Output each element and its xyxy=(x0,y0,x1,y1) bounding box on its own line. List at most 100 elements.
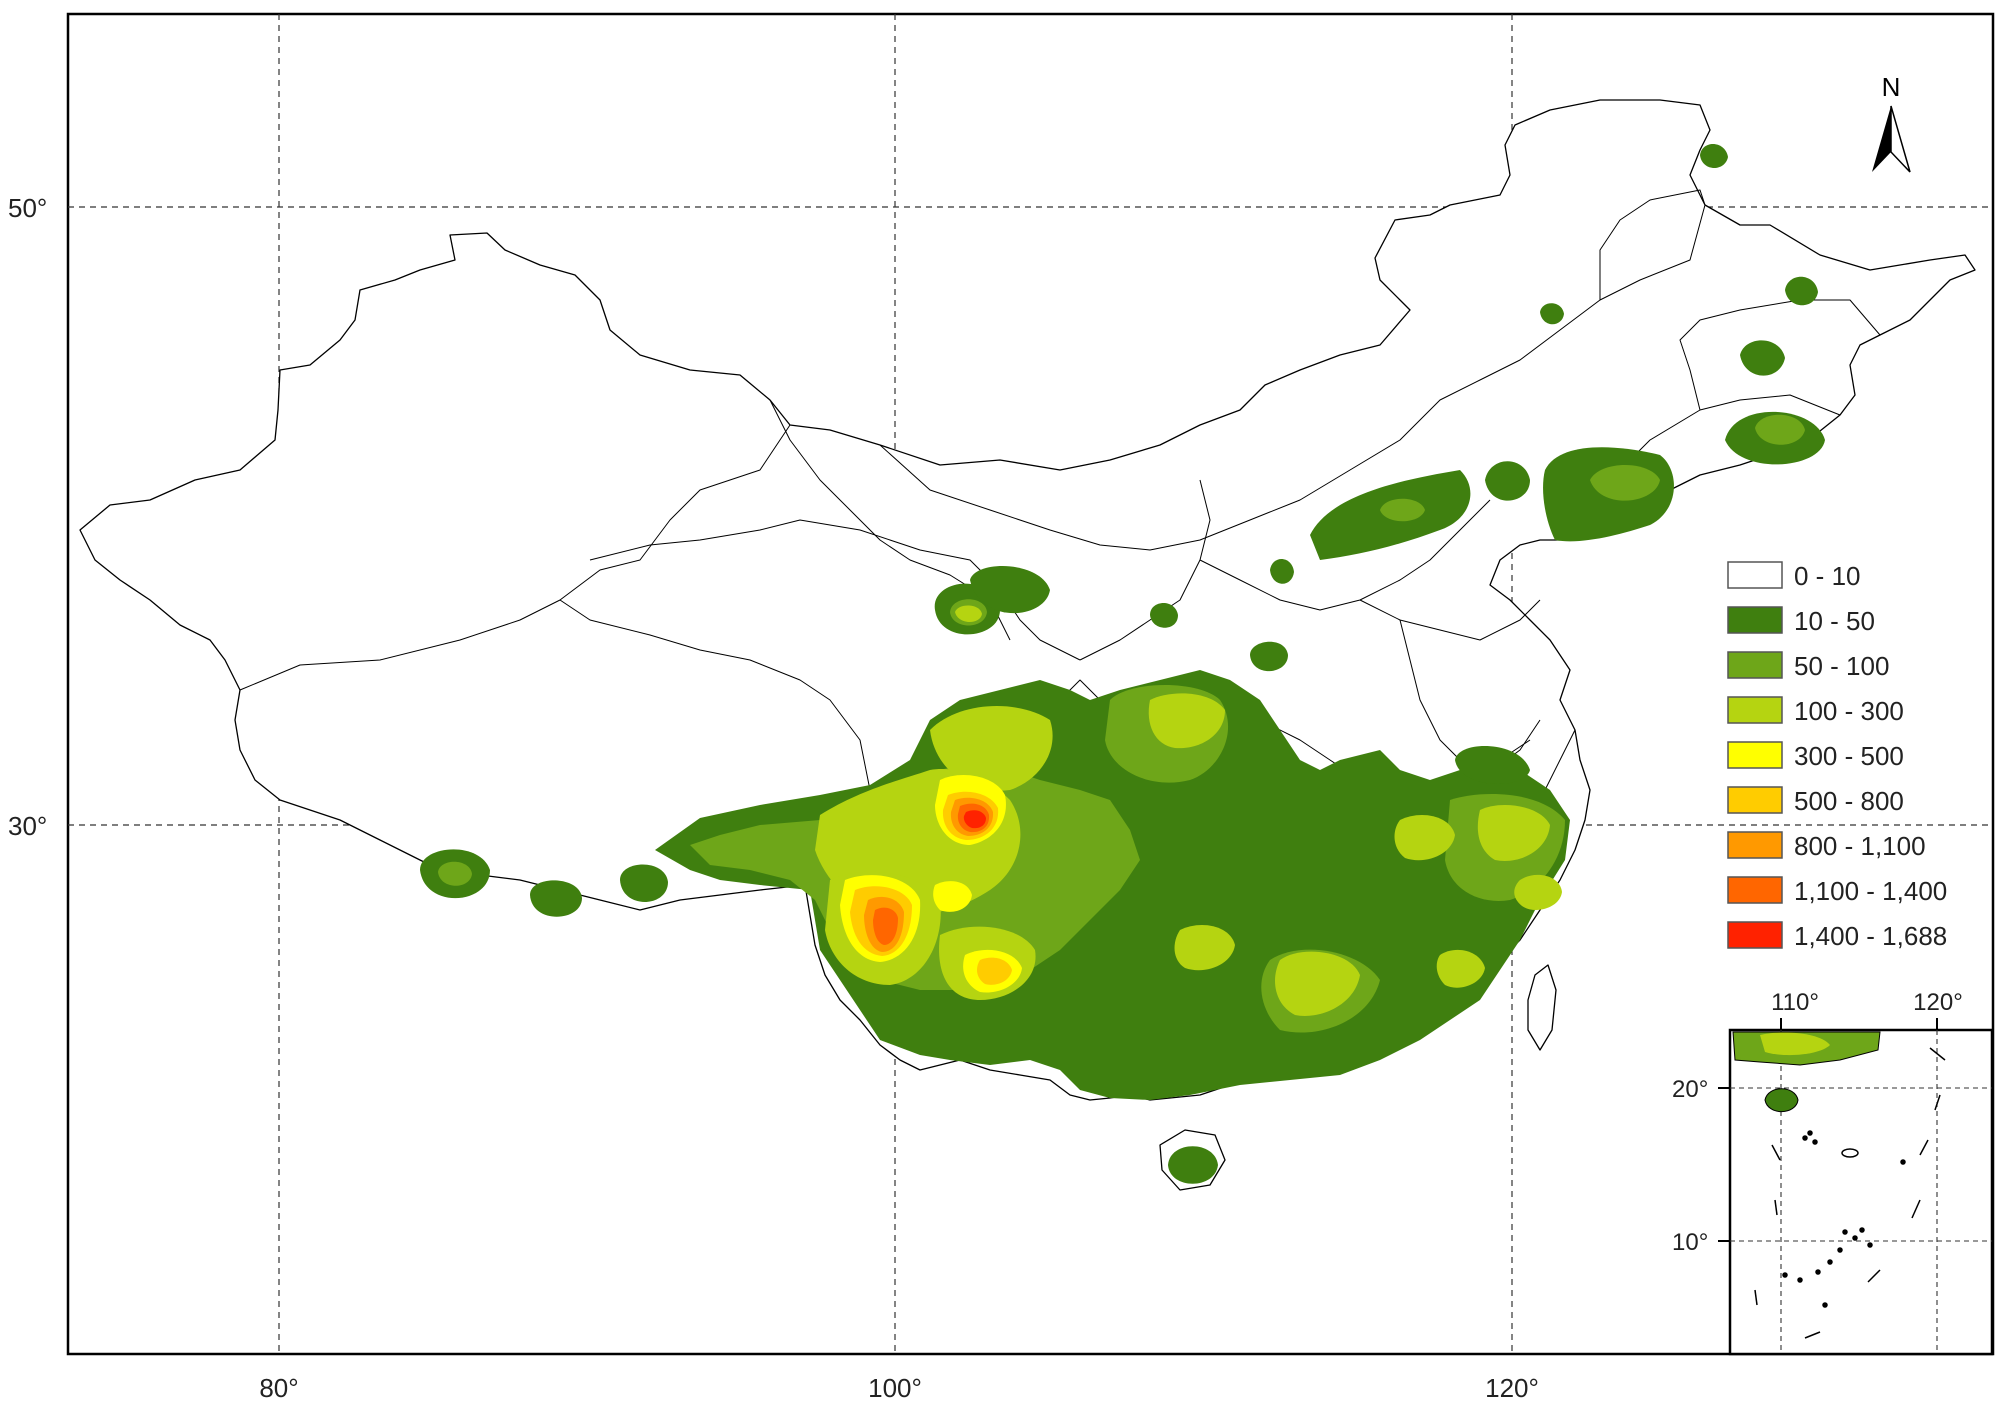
lat-label-50: 50° xyxy=(8,193,47,223)
inset-dot-14 xyxy=(1900,1159,1906,1165)
legend-label-1: 10 - 50 xyxy=(1794,606,1875,636)
density-hunan-100 xyxy=(1148,693,1225,749)
density-heilongjiang-spot-3 xyxy=(1700,143,1728,169)
inset-dash-8 xyxy=(1774,1199,1778,1216)
inset-frame xyxy=(1728,1028,1994,1356)
inset-dot-1 xyxy=(1802,1135,1808,1141)
inset-paracel xyxy=(1841,1148,1859,1158)
density-shandong-spot xyxy=(1455,746,1530,784)
legend-label-3: 100 - 300 xyxy=(1794,696,1904,726)
lon-label-80: 80° xyxy=(259,1373,298,1403)
density-shanxi-spot xyxy=(1250,641,1288,672)
north-arrow: N xyxy=(1872,72,1911,173)
legend-label-5: 500 - 800 xyxy=(1794,786,1904,816)
density-jilin-50 xyxy=(1755,414,1805,445)
boundary-shaanxi xyxy=(1079,479,1211,661)
density-ningxia-spot xyxy=(1150,602,1178,628)
legend-label-2: 50 - 100 xyxy=(1794,651,1889,681)
legend-label-4: 300 - 500 xyxy=(1794,741,1904,771)
density-sichuan-north-300 xyxy=(933,881,972,912)
density-western-sichuan-100 xyxy=(930,706,1053,791)
inset-dash-2 xyxy=(1934,1094,1941,1111)
inset-coast-density-inner xyxy=(1760,1032,1830,1056)
inset-lon-label-120: 120° xyxy=(1913,989,1963,1016)
taiwan-island xyxy=(1527,964,1557,1051)
inset-dot-7 xyxy=(1867,1242,1873,1248)
density-heilongjiang-spot-2 xyxy=(1785,276,1818,306)
inset-dash-7 xyxy=(1754,1289,1758,1306)
north-label: N xyxy=(1882,72,1901,102)
legend-label-8: 1,400 - 1,688 xyxy=(1794,921,1947,951)
inset-islands xyxy=(1754,1047,1946,1339)
legend-swatch-7 xyxy=(1727,876,1783,904)
density-central-yunnan-500 xyxy=(977,957,1012,985)
inset-dot-8 xyxy=(1837,1247,1843,1253)
inset-dash-4 xyxy=(1911,1199,1921,1219)
lon-label-100: 100° xyxy=(868,1373,922,1403)
legend: 0 - 10 10 - 50 50 - 100 100 - 300 300 - 500 5… xyxy=(1727,561,1947,951)
lat-label-30: 30° xyxy=(8,811,47,841)
inset-lon-label-110: 110° xyxy=(1771,989,1819,1016)
density-layer-1400-1688 xyxy=(963,810,986,829)
inset-map: 110° 120° 20° 10° xyxy=(1672,989,1994,1356)
inset-dot-5 xyxy=(1852,1235,1858,1241)
inset-dash-6 xyxy=(1804,1331,1821,1339)
legend-swatch-2 xyxy=(1727,651,1783,679)
legend-label-6: 800 - 1,100 xyxy=(1794,831,1926,861)
inset-dash-1 xyxy=(1929,1047,1946,1061)
boundary-jilin-heilongjiang xyxy=(1679,299,1881,411)
inset-dot-3 xyxy=(1807,1130,1813,1136)
boundary-heilongjiang-north xyxy=(1599,189,1706,300)
density-fujian-100 xyxy=(1477,805,1550,861)
legend-swatch-8 xyxy=(1727,921,1783,949)
north-arrow-icon-outline xyxy=(1890,105,1911,173)
density-guizhou-100 xyxy=(1174,925,1235,971)
inset-dash-3 xyxy=(1919,1139,1929,1156)
lon-label-120: 120° xyxy=(1485,1373,1539,1403)
density-qinghai-100 xyxy=(955,605,982,623)
density-shaanxi-spot xyxy=(1270,558,1294,584)
inset-dot-13 xyxy=(1822,1302,1828,1308)
density-guangdong-100 xyxy=(1436,949,1485,988)
inset-lat-label-10: 10° xyxy=(1672,1229,1708,1256)
inset-hainan xyxy=(1764,1088,1799,1113)
density-heilongjiang-spot-1 xyxy=(1740,340,1785,376)
legend-swatch-4 xyxy=(1727,741,1783,769)
density-inner-mongolia-spot xyxy=(1540,303,1564,325)
legend-label-0: 0 - 10 xyxy=(1794,561,1861,591)
inset-dot-4 xyxy=(1842,1229,1848,1235)
density-jiangxi-100 xyxy=(1394,815,1455,861)
inset-dot-12 xyxy=(1782,1272,1788,1278)
legend-swatch-3 xyxy=(1727,696,1783,724)
boundary-qinghai xyxy=(589,519,1081,661)
inset-dash-9 xyxy=(1771,1144,1781,1161)
legend-swatch-1 xyxy=(1727,606,1783,634)
density-tibet-spot-3 xyxy=(620,864,668,902)
density-hainan-spot xyxy=(1168,1146,1218,1184)
inset-dot-11 xyxy=(1797,1277,1803,1283)
density-yunnan-1100 xyxy=(873,907,898,945)
inset-dash-5 xyxy=(1867,1269,1881,1283)
boundary-xinjiang xyxy=(239,424,791,691)
inset-dot-2 xyxy=(1812,1139,1818,1145)
inset-dot-9 xyxy=(1827,1259,1833,1265)
north-arrow-icon xyxy=(1872,106,1891,172)
legend-swatch-5 xyxy=(1727,786,1783,814)
boundary-shandong xyxy=(1359,599,1541,641)
density-liaoning-50 xyxy=(1590,465,1660,501)
density-hebei-50 xyxy=(1380,498,1425,522)
density-beijing-spot xyxy=(1485,461,1530,501)
axis-labels: 50° 30° 80° 100° 120° xyxy=(8,193,1539,1403)
legend-swatch-0 xyxy=(1727,561,1783,589)
legend-label-7: 1,100 - 1,400 xyxy=(1794,876,1947,906)
density-guangxi-100 xyxy=(1275,951,1360,1016)
density-tibet-spot-2 xyxy=(530,880,582,917)
density-tibet-50 xyxy=(438,861,472,886)
density-sichuan-peak xyxy=(963,810,986,829)
density-gansu-spot xyxy=(970,566,1050,614)
density-layers xyxy=(420,143,1825,1184)
inset-dot-10 xyxy=(1815,1269,1821,1275)
inset-dot-6 xyxy=(1859,1227,1865,1233)
